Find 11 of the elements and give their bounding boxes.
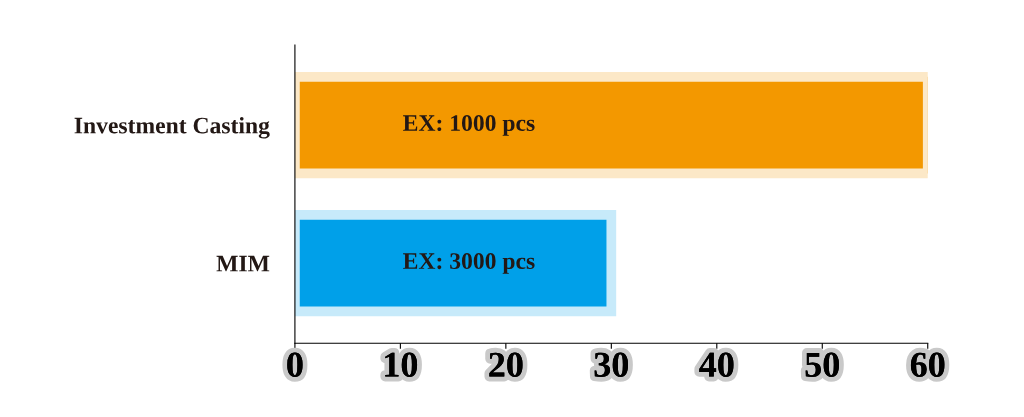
x-tick-label: 30 <box>594 352 629 377</box>
annotation: EX: 3000 pcs <box>403 253 535 274</box>
annotation: EX: 1000 pcs <box>403 115 535 136</box>
y-tick-label: Investment Casting <box>74 116 270 139</box>
x-tick-label: 40 <box>699 352 734 377</box>
x-tick-label: 20 <box>489 352 523 377</box>
x-tick-label: 10 <box>385 352 418 377</box>
x-tick-label: 60 <box>910 352 945 377</box>
x-tick-label: 0 <box>287 352 303 377</box>
x-tick-label: 50 <box>805 352 839 377</box>
y-tick-label: MIM <box>216 255 270 272</box>
